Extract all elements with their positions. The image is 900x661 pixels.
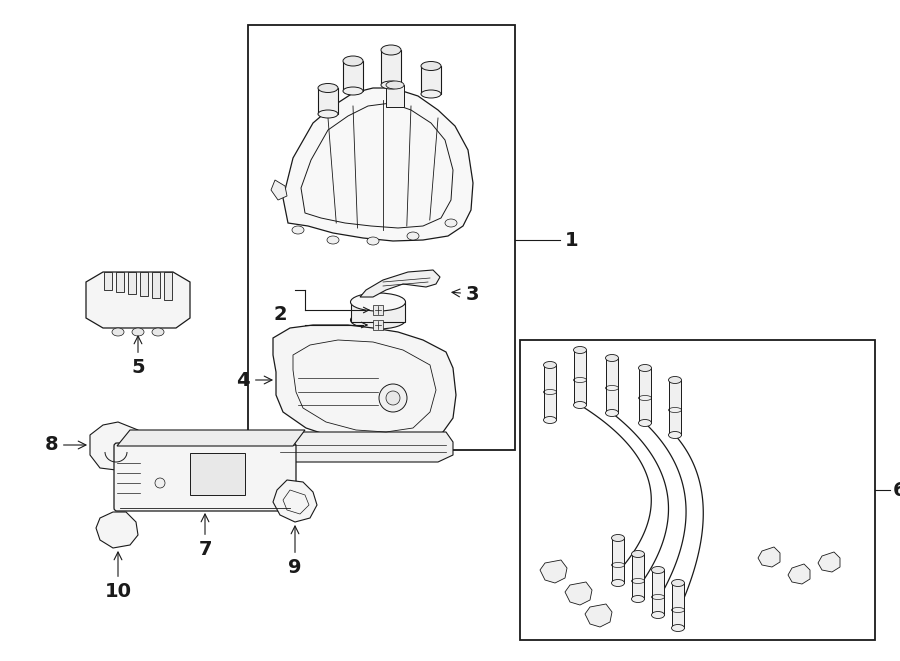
Text: 6: 6 — [893, 481, 900, 500]
Ellipse shape — [573, 401, 587, 408]
Polygon shape — [90, 422, 143, 470]
Bar — [140, 272, 148, 296]
Ellipse shape — [318, 110, 338, 118]
Bar — [639, 368, 651, 423]
Ellipse shape — [350, 293, 406, 311]
Ellipse shape — [152, 328, 164, 336]
Ellipse shape — [112, 328, 124, 336]
Polygon shape — [117, 430, 305, 446]
Ellipse shape — [544, 416, 556, 424]
Text: 2: 2 — [274, 305, 287, 325]
Ellipse shape — [638, 420, 652, 426]
Ellipse shape — [611, 535, 625, 541]
Ellipse shape — [445, 219, 457, 227]
Text: 7: 7 — [198, 514, 212, 559]
Bar — [248, 25, 515, 450]
Polygon shape — [360, 270, 440, 297]
Text: 5: 5 — [131, 336, 145, 377]
Polygon shape — [788, 564, 810, 584]
Text: 8: 8 — [44, 436, 86, 455]
Polygon shape — [273, 432, 453, 462]
Polygon shape — [283, 88, 473, 241]
Bar — [318, 88, 338, 114]
Ellipse shape — [386, 81, 404, 89]
Bar — [544, 365, 556, 420]
Ellipse shape — [632, 596, 644, 602]
Ellipse shape — [343, 56, 363, 66]
Bar — [421, 66, 441, 94]
Ellipse shape — [343, 87, 363, 95]
Bar — [164, 272, 172, 300]
Bar — [574, 350, 586, 405]
Ellipse shape — [292, 226, 304, 234]
Polygon shape — [758, 547, 780, 567]
Text: 9: 9 — [288, 526, 302, 577]
Bar — [351, 302, 405, 322]
Bar — [343, 61, 363, 91]
Ellipse shape — [381, 81, 401, 89]
FancyBboxPatch shape — [114, 443, 296, 511]
Bar — [381, 50, 401, 85]
Bar — [652, 570, 664, 615]
Polygon shape — [585, 604, 612, 627]
Ellipse shape — [606, 410, 618, 416]
Bar — [373, 320, 383, 330]
Ellipse shape — [544, 362, 556, 368]
Polygon shape — [273, 325, 456, 445]
Bar — [386, 85, 404, 107]
Polygon shape — [271, 180, 287, 200]
Circle shape — [155, 478, 165, 488]
Polygon shape — [96, 512, 138, 548]
Text: 3: 3 — [452, 284, 480, 303]
Bar — [669, 380, 681, 435]
Bar — [672, 583, 684, 628]
Ellipse shape — [318, 83, 338, 93]
Text: 4: 4 — [237, 371, 272, 389]
Polygon shape — [818, 552, 840, 572]
Bar — [612, 538, 624, 583]
Circle shape — [379, 384, 407, 412]
Bar — [606, 358, 618, 413]
Ellipse shape — [421, 90, 441, 98]
Ellipse shape — [669, 377, 681, 383]
Polygon shape — [86, 272, 190, 328]
Ellipse shape — [367, 237, 379, 245]
Bar — [190, 453, 245, 495]
Polygon shape — [540, 560, 567, 583]
Bar — [128, 272, 136, 294]
Ellipse shape — [327, 236, 339, 244]
Bar — [632, 554, 644, 599]
Ellipse shape — [132, 328, 144, 336]
Ellipse shape — [421, 61, 441, 71]
Ellipse shape — [671, 580, 685, 586]
Bar — [116, 272, 124, 292]
Bar — [520, 340, 875, 640]
Ellipse shape — [671, 625, 685, 631]
Ellipse shape — [632, 551, 644, 557]
Ellipse shape — [652, 611, 664, 619]
Ellipse shape — [611, 580, 625, 586]
Ellipse shape — [350, 311, 406, 329]
Polygon shape — [565, 582, 592, 605]
Bar — [104, 272, 112, 290]
Text: 10: 10 — [104, 552, 131, 601]
Ellipse shape — [381, 45, 401, 55]
Polygon shape — [273, 480, 317, 522]
Ellipse shape — [638, 364, 652, 371]
Ellipse shape — [606, 354, 618, 362]
Ellipse shape — [407, 232, 419, 240]
Ellipse shape — [669, 432, 681, 438]
Ellipse shape — [652, 566, 664, 574]
Bar — [373, 305, 383, 315]
Bar — [152, 272, 160, 298]
Ellipse shape — [573, 346, 587, 354]
Text: 1: 1 — [565, 231, 579, 249]
Circle shape — [386, 391, 400, 405]
